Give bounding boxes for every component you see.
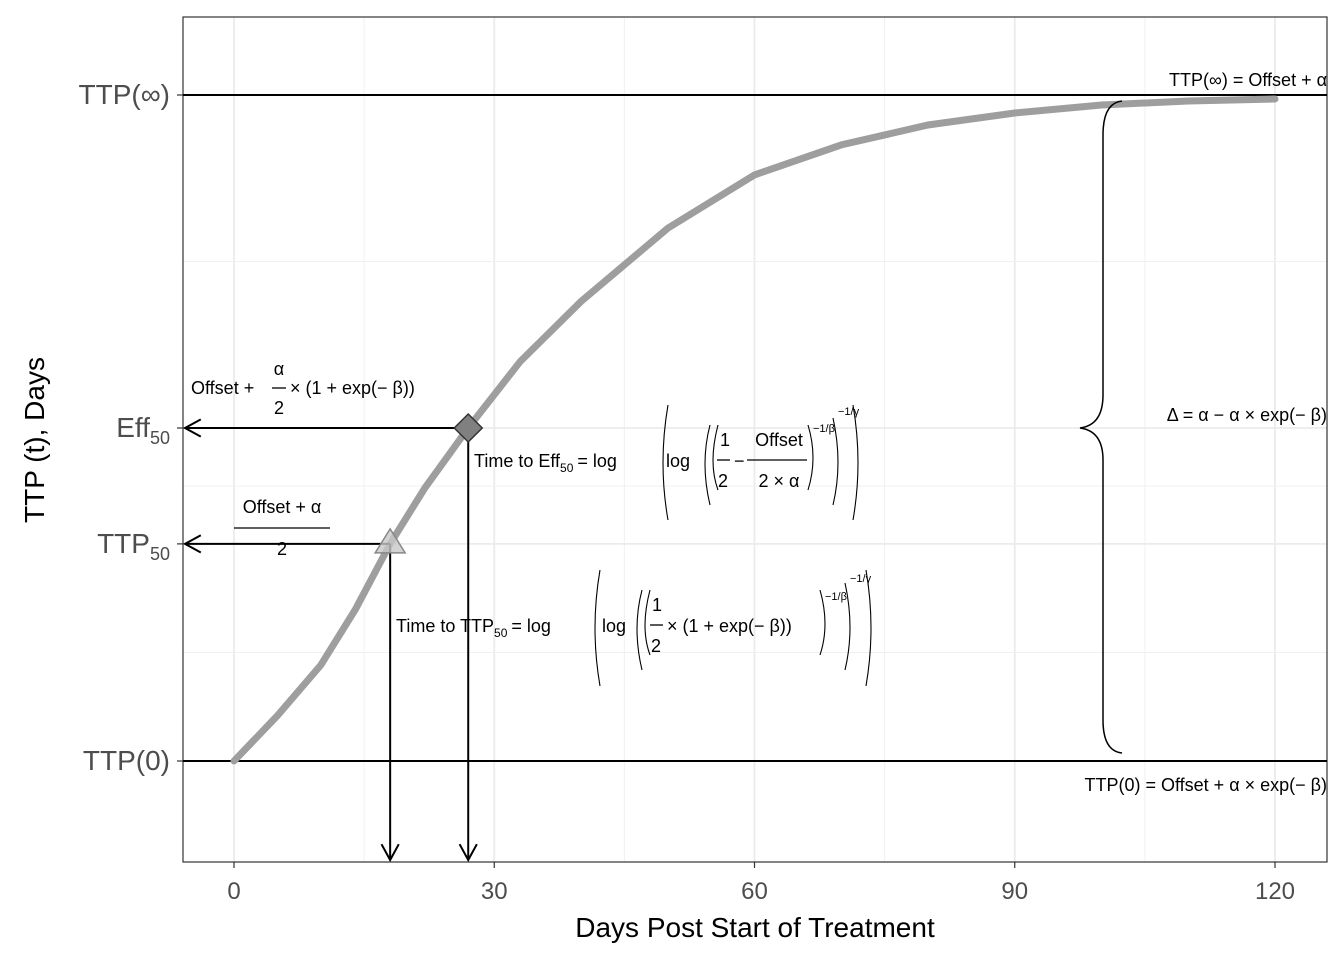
ttp0-annotation: TTP(0) = Offset + α × exp(− β) bbox=[1084, 775, 1327, 795]
svg-text:2: 2 bbox=[718, 471, 728, 491]
svg-text:log: log bbox=[602, 616, 626, 636]
svg-text:−1/β: −1/β bbox=[825, 591, 847, 603]
svg-text:−1/γ: −1/γ bbox=[838, 406, 860, 418]
svg-text:log: log bbox=[666, 451, 690, 471]
x-tick-label: 0 bbox=[227, 878, 240, 905]
arrows bbox=[182, 418, 478, 863]
y-axis: TTP(0) TTP50 Eff50 TTP(∞) bbox=[79, 79, 183, 776]
y-tick-label: TTP(0) bbox=[83, 745, 170, 776]
svg-text:−1/β: −1/β bbox=[813, 423, 835, 435]
svg-text:−1/γ: −1/γ bbox=[850, 573, 872, 585]
eff50-value-annotation: Offset + α 2 × (1 + exp(− β)) bbox=[191, 359, 415, 418]
svg-text:Offset +: Offset + bbox=[191, 378, 254, 398]
x-axis: 0 30 60 90 120 bbox=[227, 862, 1295, 905]
y-tick-label: TTP50 bbox=[97, 528, 170, 564]
ttp-inf-annotation: TTP(∞) = Offset + α bbox=[1169, 70, 1327, 90]
svg-text:2: 2 bbox=[277, 539, 287, 559]
svg-text:1: 1 bbox=[720, 430, 730, 450]
arrow-to-ttp50-x bbox=[380, 543, 400, 863]
arrow-to-eff50-y-head bbox=[182, 418, 202, 438]
svg-text:−: − bbox=[734, 451, 745, 471]
x-tick-label: 30 bbox=[481, 878, 508, 905]
svg-text:2 × α: 2 × α bbox=[759, 471, 800, 491]
svg-text:α: α bbox=[274, 359, 284, 379]
x-axis-title: Days Post Start of Treatment bbox=[575, 912, 935, 943]
svg-text:Offset + α: Offset + α bbox=[243, 497, 322, 517]
x-tick-label: 120 bbox=[1255, 878, 1295, 905]
x-tick-label: 90 bbox=[1001, 878, 1028, 905]
svg-text:× (1 + exp(− β)): × (1 + exp(− β)) bbox=[290, 378, 415, 398]
grid bbox=[183, 17, 1327, 862]
arrow-to-ttp50-x-head bbox=[380, 843, 400, 863]
y-tick-label: TTP(∞) bbox=[79, 79, 171, 110]
ttp-curve bbox=[230, 95, 1279, 765]
time-to-ttp50-formula: Time to TTP50 = log log 1 2 × (1 + exp(− … bbox=[396, 569, 872, 687]
svg-text:Offset: Offset bbox=[755, 430, 803, 450]
arrow-to-ttp50-y-head bbox=[182, 534, 202, 554]
svg-text:2: 2 bbox=[274, 398, 284, 418]
svg-text:Time to Eff50= log: Time to Eff50 = log bbox=[474, 451, 617, 475]
svg-text:2: 2 bbox=[651, 636, 661, 656]
arrow-to-eff50-x bbox=[458, 428, 478, 863]
ttp50-value-annotation: Offset + α 2 bbox=[234, 497, 330, 559]
svg-text:× (1 + exp(− β)): × (1 + exp(− β)) bbox=[667, 616, 792, 636]
arrow-to-ttp50-y bbox=[182, 534, 391, 554]
diamond-marker-eff50 bbox=[453, 412, 484, 444]
markers bbox=[373, 412, 484, 554]
y-tick-label: Eff50 bbox=[116, 412, 170, 448]
time-to-eff50-formula: Time to Eff50 = log log 1 2 − Offset 2 × … bbox=[474, 404, 860, 521]
triangle-marker-ttp50 bbox=[373, 527, 407, 554]
svg-text:Time to TTP50= log: Time to TTP50 = log bbox=[396, 616, 551, 640]
delta-annotation: Δ = α − α × exp(− β) bbox=[1167, 405, 1327, 425]
arrow-to-eff50-y bbox=[182, 418, 469, 438]
x-tick-label: 60 bbox=[741, 878, 768, 905]
y-axis-title: TTP (t), Days bbox=[19, 357, 50, 523]
reference-lines bbox=[183, 94, 1327, 762]
curly-brace bbox=[1079, 100, 1123, 754]
arrow-to-eff50-x-head bbox=[458, 843, 478, 863]
svg-text:1: 1 bbox=[652, 595, 662, 615]
